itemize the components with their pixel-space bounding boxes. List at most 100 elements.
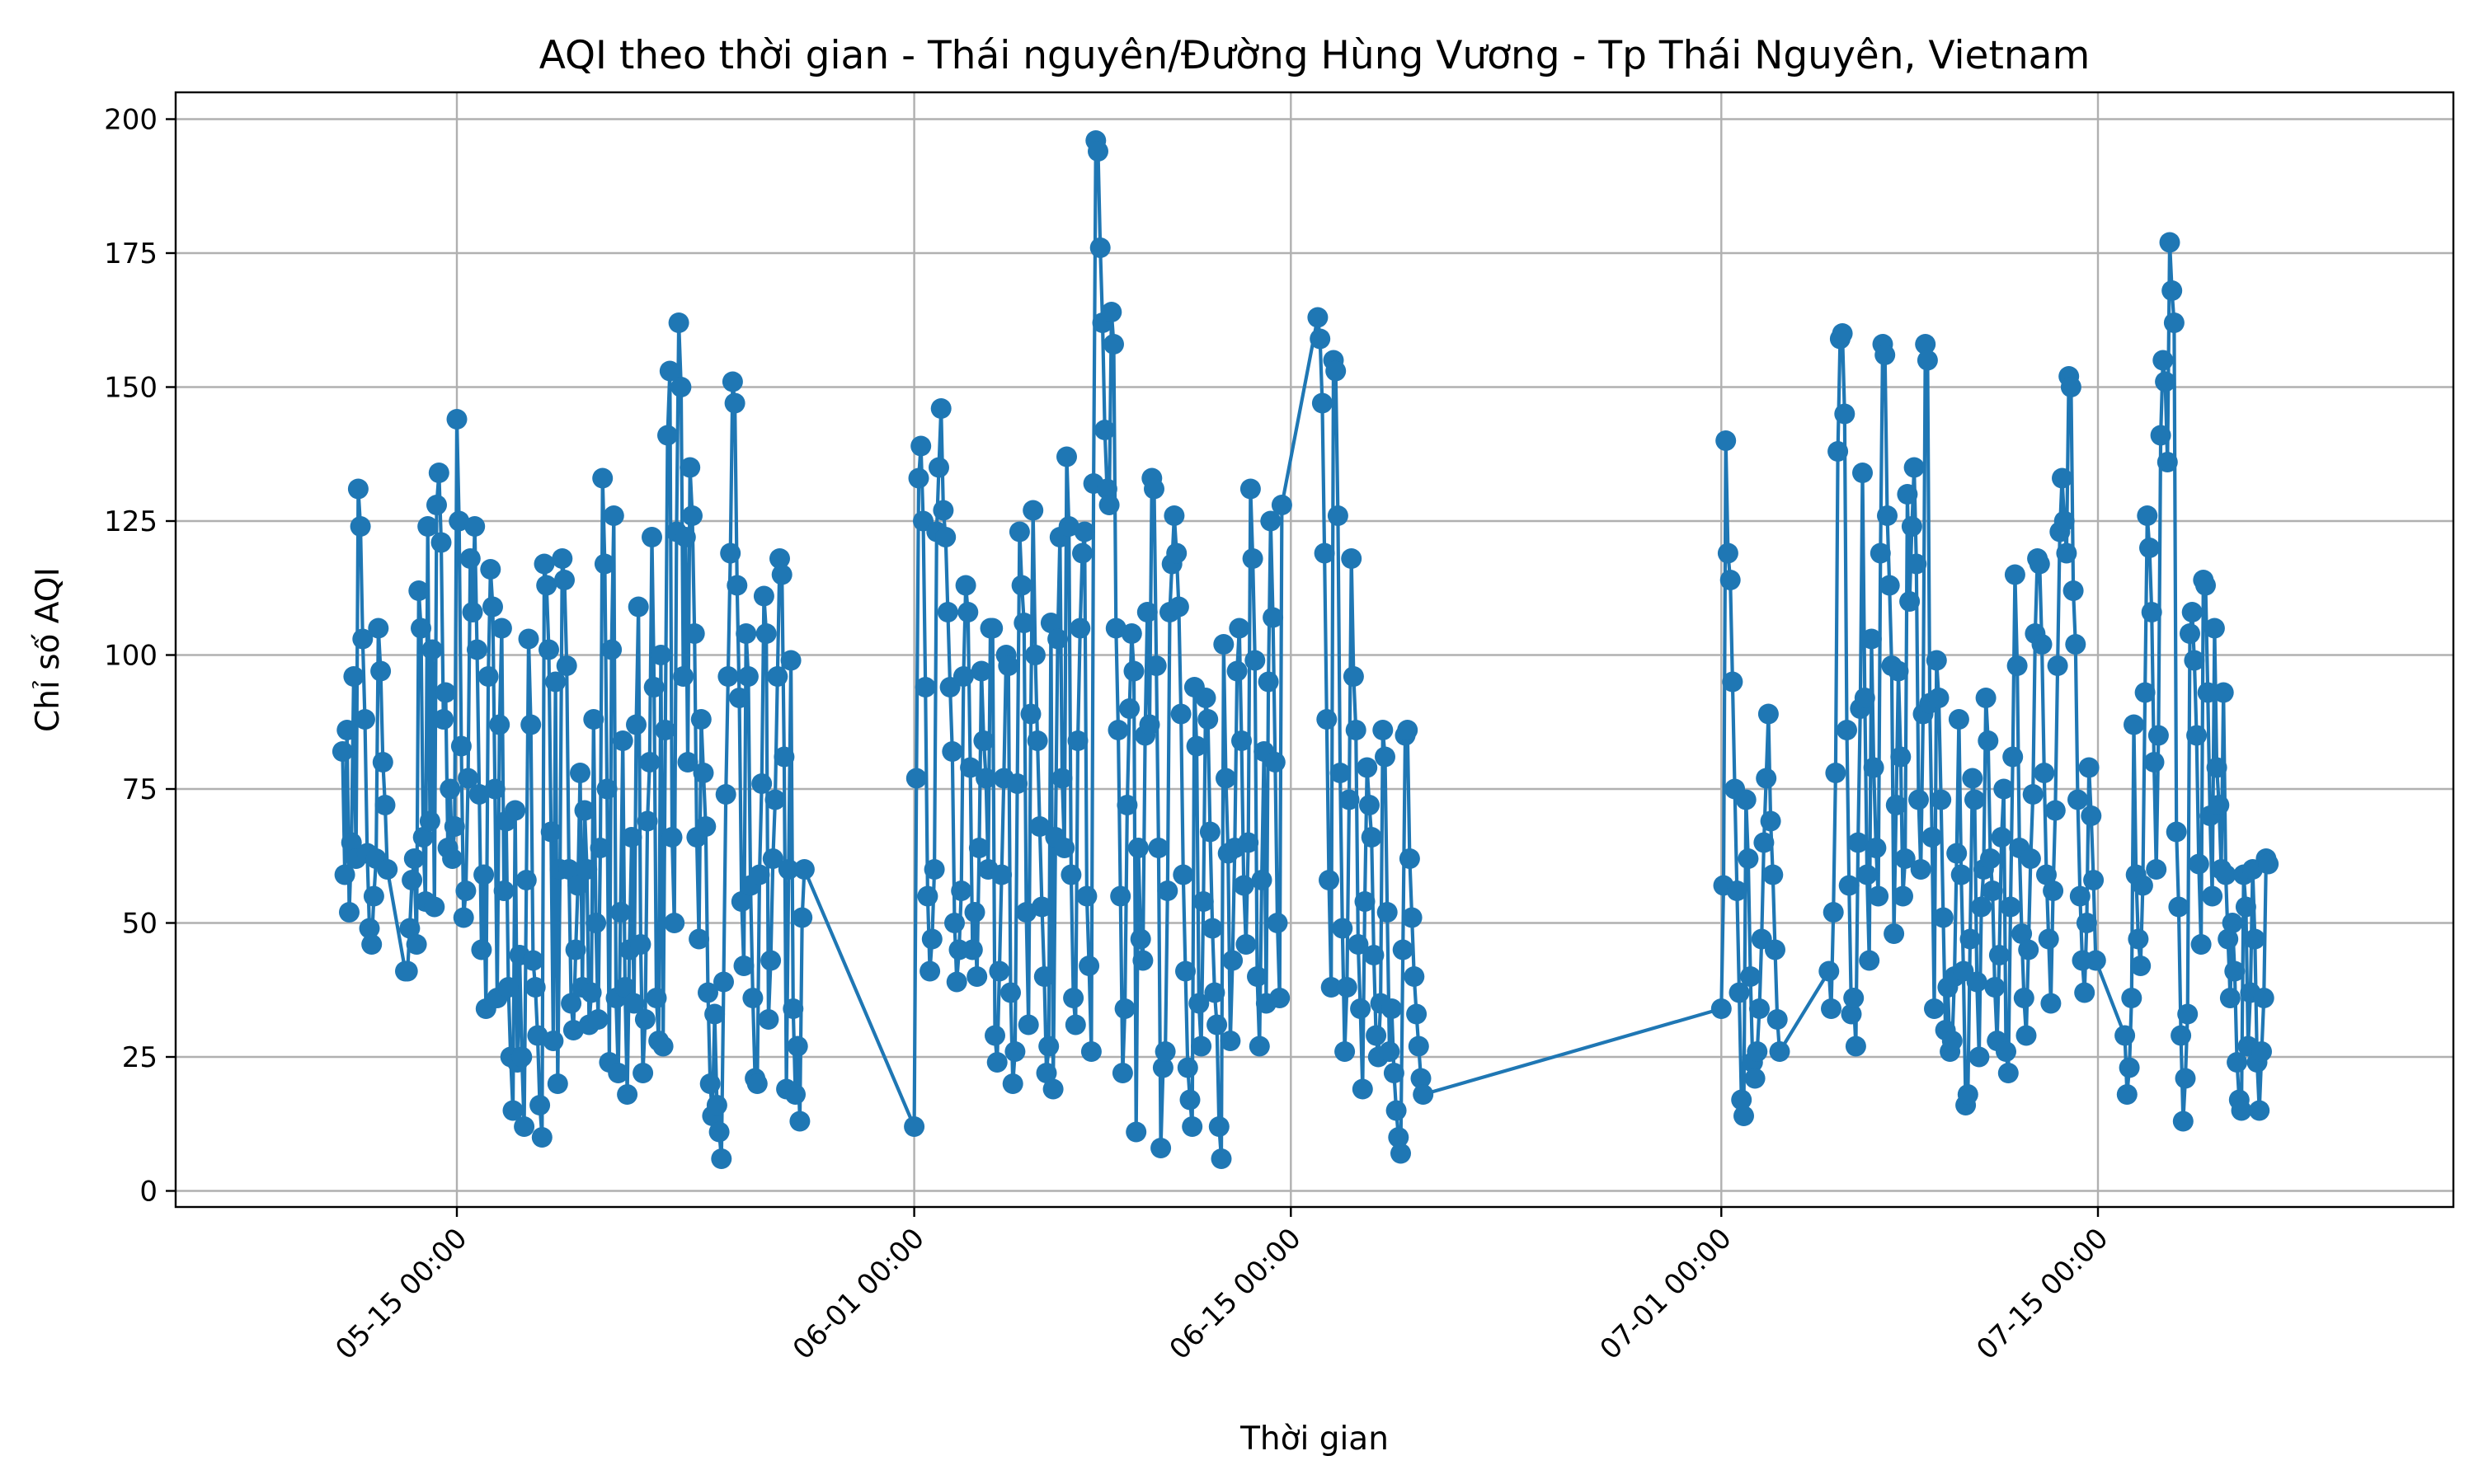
- data-point-marker: [440, 778, 461, 800]
- data-point-marker: [695, 816, 717, 837]
- data-point-marker: [1406, 1003, 1427, 1025]
- data-point-marker: [1397, 720, 1418, 740]
- data-point-marker: [2213, 682, 2234, 703]
- data-point-marker: [1731, 1089, 1752, 1111]
- data-point-marker: [2180, 623, 2200, 644]
- data-point-marker: [1854, 688, 1875, 708]
- data-point-marker: [524, 977, 546, 998]
- data-point-marker: [1074, 521, 1095, 542]
- data-point-marker: [771, 564, 793, 585]
- data-point-marker: [359, 918, 380, 939]
- data-point-marker: [1838, 875, 1860, 896]
- data-point-marker: [491, 618, 512, 639]
- data-point-marker: [614, 977, 636, 998]
- data-point-marker: [2043, 881, 2064, 901]
- data-point-marker: [1762, 864, 1784, 885]
- data-point-marker: [489, 714, 510, 735]
- data-point-marker: [1825, 763, 1846, 783]
- data-point-marker: [1258, 671, 1279, 693]
- data-point-marker: [1841, 1003, 1862, 1025]
- data-point-marker: [1080, 1041, 1102, 1062]
- data-point-marker: [715, 784, 736, 805]
- data-point-marker: [677, 752, 698, 773]
- data-point-marker: [1320, 977, 1342, 998]
- data-point-marker: [468, 784, 490, 805]
- data-point-marker: [637, 810, 658, 832]
- data-point-marker: [1890, 746, 1912, 768]
- y-tick-label: 50: [122, 908, 158, 941]
- data-point-marker: [1832, 323, 1853, 344]
- data-point-marker: [1843, 988, 1865, 1008]
- data-point-marker: [1957, 1084, 1978, 1105]
- data-point-marker: [1717, 542, 1738, 564]
- y-tick-label: 100: [104, 640, 158, 673]
- data-point-marker: [630, 934, 651, 955]
- data-point-marker: [1024, 645, 1046, 665]
- data-point-marker: [1408, 1036, 1429, 1057]
- data-point-marker: [1401, 907, 1423, 928]
- data-point-marker: [968, 838, 990, 858]
- data-point-marker: [706, 1095, 727, 1115]
- data-point-marker: [2116, 1084, 2138, 1105]
- data-point-marker: [352, 628, 374, 650]
- data-point-marker: [1263, 607, 1284, 628]
- data-point-marker: [511, 1046, 533, 1068]
- data-point-marker: [547, 1073, 568, 1094]
- data-point-marker: [1042, 1078, 1064, 1100]
- data-point-marker: [1993, 778, 2015, 800]
- data-point-marker: [2119, 1057, 2140, 1078]
- data-point-marker: [652, 1036, 674, 1057]
- data-point-marker: [1877, 505, 1898, 526]
- data-point-marker: [1032, 896, 1052, 918]
- data-point-marker: [982, 618, 1004, 639]
- data-point-marker: [787, 1036, 808, 1057]
- data-point-marker: [554, 570, 575, 590]
- data-point-marker: [2175, 1068, 2196, 1089]
- data-point-marker: [522, 950, 543, 971]
- data-point-marker: [1874, 345, 1896, 365]
- data-point-marker: [1336, 977, 1357, 998]
- data-point-marker: [1063, 988, 1084, 1008]
- data-point-marker: [764, 789, 786, 810]
- data-point-marker: [1260, 510, 1282, 532]
- data-point-marker: [2152, 350, 2174, 371]
- data-point-marker: [1888, 660, 1909, 682]
- data-point-marker: [493, 881, 515, 901]
- data-point-marker: [408, 580, 430, 601]
- data-point-marker: [1769, 1041, 1790, 1062]
- data-point-marker: [1226, 660, 1248, 682]
- data-point-marker: [944, 913, 965, 933]
- data-point-marker: [1381, 998, 1403, 1019]
- data-point-marker: [2052, 467, 2072, 489]
- data-point-marker: [2186, 725, 2208, 746]
- data-point-marker: [1029, 816, 1051, 837]
- data-point-marker: [1166, 542, 1188, 564]
- data-point-marker: [1195, 688, 1216, 708]
- data-point-marker: [2134, 682, 2156, 703]
- data-point-marker: [2085, 950, 2106, 971]
- data-point-marker: [708, 1121, 730, 1143]
- data-point-marker: [1269, 988, 1291, 1008]
- data-point-marker: [1023, 500, 1044, 521]
- data-point-marker: [2155, 371, 2176, 392]
- data-point-marker: [1996, 1041, 2016, 1062]
- data-point-marker: [1343, 666, 1364, 687]
- data-point-marker: [1715, 430, 1737, 451]
- data-point-marker: [2181, 602, 2203, 622]
- data-point-marker: [1372, 720, 1394, 740]
- data-point-marker: [2083, 870, 2105, 890]
- data-point-marker: [545, 671, 567, 693]
- data-point-marker: [689, 928, 710, 950]
- data-point-marker: [1014, 613, 1035, 633]
- data-point-marker: [411, 618, 431, 639]
- data-point-marker: [1964, 789, 1985, 810]
- data-point-marker: [515, 870, 537, 890]
- data-point-marker: [561, 993, 582, 1014]
- data-point-marker: [955, 575, 976, 596]
- data-point-marker: [929, 457, 949, 478]
- data-point-marker: [1191, 1036, 1212, 1057]
- data-point-marker: [1733, 1106, 1754, 1126]
- data-point-marker: [2177, 1003, 2199, 1025]
- data-point-marker: [1235, 934, 1257, 955]
- data-point-marker: [1388, 1127, 1409, 1148]
